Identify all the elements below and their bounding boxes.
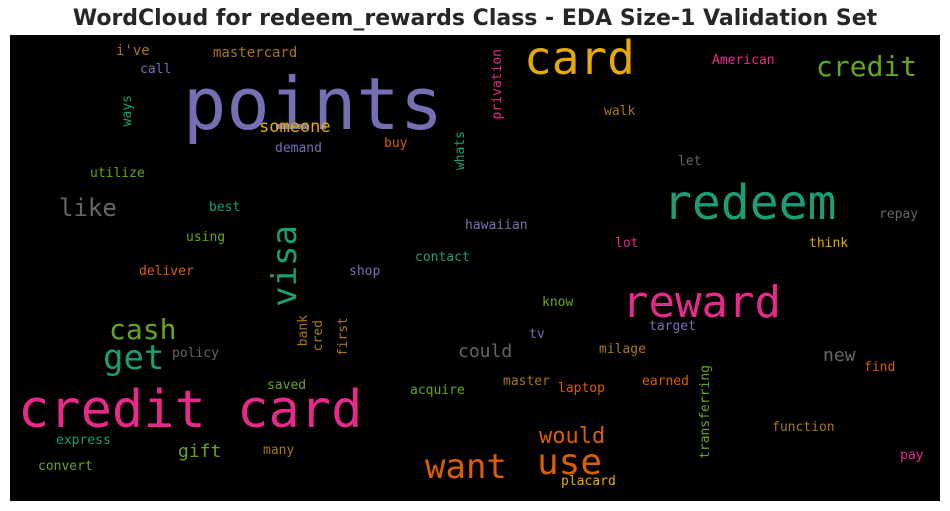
word-someone: someone <box>259 117 331 137</box>
word-target: target <box>649 319 696 334</box>
word-transferring: transferring <box>698 365 713 459</box>
word-shop: shop <box>349 264 381 279</box>
word-using: using <box>186 230 226 245</box>
word-find: find <box>864 360 896 375</box>
word-redeem: redeem <box>663 175 837 231</box>
word-laptop: laptop <box>558 381 605 396</box>
word-repay: repay <box>879 207 919 222</box>
word-best: best <box>209 200 241 215</box>
word-contact: contact <box>415 250 470 265</box>
word-credit: credit <box>816 50 918 83</box>
wordcloud-canvas: points card credit redeem reward credit … <box>10 35 940 501</box>
word-milage: milage <box>599 342 646 357</box>
word-hawaiian: hawaiian <box>465 218 528 233</box>
word-card: card <box>524 35 635 85</box>
word-new: new <box>823 345 856 366</box>
word-convert: convert <box>38 459 93 474</box>
word-deliver: deliver <box>139 264 194 279</box>
word-call: call <box>140 62 172 77</box>
word-ive: i've <box>116 43 150 59</box>
word-lot: lot <box>615 236 639 251</box>
word-cred: cred <box>311 320 326 352</box>
word-placard: placard <box>561 474 616 489</box>
word-know: know <box>542 295 574 310</box>
word-earned: earned <box>642 374 689 389</box>
word-think: think <box>809 236 849 251</box>
word-buy: buy <box>384 136 408 151</box>
word-acquire: acquire <box>410 383 465 398</box>
word-gift: gift <box>178 441 222 462</box>
word-privation: privation <box>490 49 505 120</box>
word-walk: walk <box>604 104 636 119</box>
word-points: points <box>183 62 444 146</box>
word-use: use <box>537 442 603 483</box>
word-master: master <box>503 374 550 389</box>
word-tv: tv <box>529 327 545 342</box>
word-mastercard: mastercard <box>213 45 298 61</box>
word-express: express <box>56 433 111 448</box>
word-american: American <box>712 53 775 68</box>
word-first: first <box>336 317 351 357</box>
word-saved: saved <box>267 378 307 393</box>
word-let: let <box>678 154 702 169</box>
word-get: get <box>103 338 165 378</box>
word-visa: visa <box>265 225 305 307</box>
word-function: function <box>772 420 835 435</box>
word-ways: ways <box>120 95 135 127</box>
word-reward: reward <box>622 277 781 328</box>
word-could: could <box>458 341 513 362</box>
word-whats: whats <box>453 131 468 171</box>
word-credit-card: credit card <box>18 380 363 440</box>
word-demand: demand <box>275 141 322 156</box>
word-would: would <box>539 424 606 449</box>
word-pay: pay <box>900 448 924 463</box>
word-utilize: utilize <box>90 166 145 181</box>
word-want: want <box>425 447 507 487</box>
word-policy: policy <box>172 346 219 361</box>
chart-title: WordCloud for redeem_rewards Class - EDA… <box>72 6 878 31</box>
word-many: many <box>263 443 295 458</box>
word-bank: bank <box>296 315 311 347</box>
word-cash: cash <box>109 313 177 346</box>
word-like: like <box>59 194 117 222</box>
